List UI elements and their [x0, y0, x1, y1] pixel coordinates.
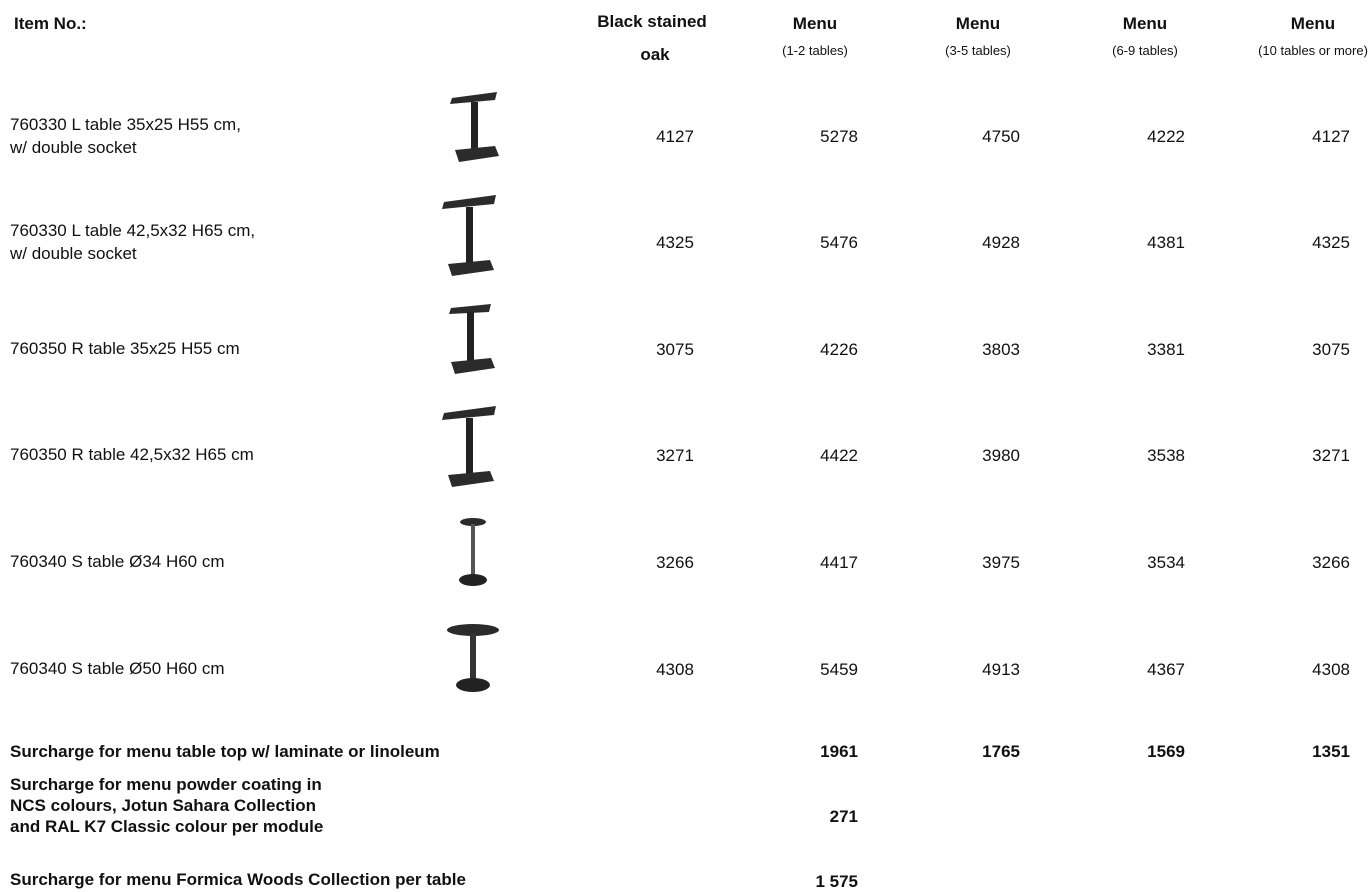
- cell-text: 1569: [1147, 742, 1185, 761]
- cell-text: (10 tables or more): [1258, 43, 1368, 58]
- cell-text: NCS colours, Jotun Sahara Collection: [10, 796, 317, 815]
- cell-text: 3266: [1312, 553, 1350, 572]
- cell-text: 760330 L table 42,5x32 H65 cm,: [10, 221, 256, 240]
- cell-text: 3075: [656, 340, 694, 359]
- cell-text: 3980: [982, 446, 1020, 465]
- cell-text: 4325: [1312, 233, 1350, 252]
- cell-text: 3534: [1147, 553, 1185, 572]
- cell-text: Menu: [792, 14, 838, 33]
- cell-text: 4127: [1312, 127, 1350, 146]
- cell-text: Surcharge for menu Formica Woods Collect…: [10, 870, 466, 889]
- table-icon: [442, 406, 496, 487]
- cell-text: 1765: [982, 742, 1020, 761]
- cell-text: 3271: [1312, 446, 1350, 465]
- cell-text: 3381: [1147, 340, 1185, 359]
- cell-text: 5278: [820, 127, 858, 146]
- cell-text: 5476: [820, 233, 858, 252]
- cell-text: Surcharge for menu powder coating in: [10, 775, 322, 794]
- cell-text: 760350 R table 42,5x32 H65 cm: [10, 445, 254, 464]
- cell-text: Surcharge for menu table top w/ laminate…: [10, 742, 440, 761]
- cell-text: 3266: [656, 553, 694, 572]
- cell-text: 4226: [820, 340, 858, 359]
- cell-text: w/ double socket: [10, 244, 137, 263]
- cell-text: Menu: [955, 14, 1001, 33]
- cell-text: 3271: [656, 446, 694, 465]
- table-icon: [447, 624, 499, 692]
- cell-text: Menu: [1290, 14, 1336, 33]
- cell-text: 760340 S table Ø50 H60 cm: [10, 659, 225, 678]
- cell-text: (1-2 tables): [782, 43, 848, 58]
- cell-text: 4308: [1312, 660, 1350, 679]
- cell-text: 4417: [820, 553, 858, 572]
- cell-text: Menu: [1122, 14, 1168, 33]
- cell-text: 3538: [1147, 446, 1185, 465]
- cell-text: 1961: [820, 742, 858, 761]
- cell-text: 4325: [656, 233, 694, 252]
- cell-text: w/ double socket: [10, 138, 137, 157]
- cell-text: 3075: [1312, 340, 1350, 359]
- cell-text: 1351: [1312, 742, 1350, 761]
- cell-text: 4422: [820, 446, 858, 465]
- cell-text: 4308: [656, 660, 694, 679]
- cell-text: 4928: [982, 233, 1020, 252]
- cell-text: (3-5 tables): [945, 43, 1011, 58]
- cell-text: 3975: [982, 553, 1020, 572]
- cell-text: and RAL K7 Classic colour per module: [10, 817, 324, 836]
- table-icon: [450, 92, 499, 162]
- cell-text: (6-9 tables): [1112, 43, 1178, 58]
- cell-text: 3803: [982, 340, 1020, 359]
- cell-text: 4127: [656, 127, 694, 146]
- cell-text: 4381: [1147, 233, 1185, 252]
- cell-text: Item No.:: [14, 14, 87, 33]
- cell-text: oak: [640, 45, 670, 64]
- cell-text: 4913: [982, 660, 1020, 679]
- table-icon: [449, 304, 495, 374]
- cell-text: 4750: [982, 127, 1020, 146]
- cell-text: 760350 R table 35x25 H55 cm: [10, 339, 240, 358]
- cell-text: 271: [829, 807, 858, 826]
- cell-text: 760340 S table Ø34 H60 cm: [10, 552, 225, 571]
- cell-text: 4367: [1147, 660, 1185, 679]
- cell-text: 760330 L table 35x25 H55 cm,: [10, 115, 241, 134]
- cell-text: Black stained: [597, 12, 707, 31]
- table-icon: [442, 195, 496, 276]
- cell-text: 5459: [820, 660, 858, 679]
- cell-text: 4222: [1147, 127, 1185, 146]
- table-icon: [459, 518, 487, 586]
- cell-text: 1 575: [815, 872, 858, 891]
